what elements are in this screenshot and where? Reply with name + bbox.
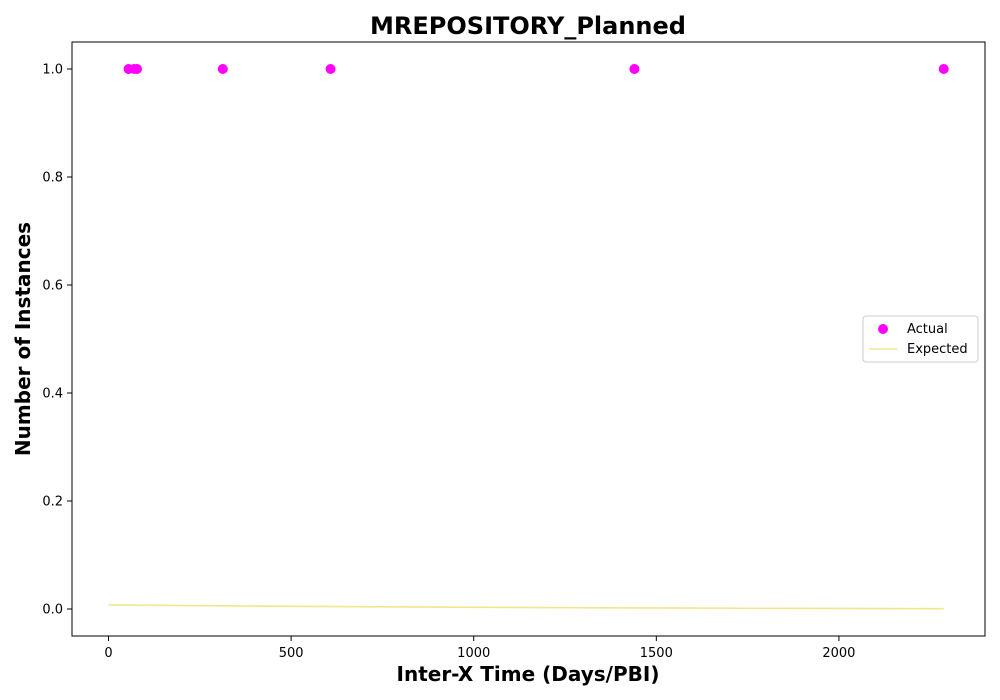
- x-tick-label: 1000: [457, 646, 490, 661]
- legend-actual-label: Actual: [907, 322, 948, 337]
- actual-point: [629, 64, 640, 74]
- actual-point: [325, 64, 336, 74]
- x-axis-ticks: 0 500 1000 1500 2000: [104, 636, 855, 661]
- y-tick-label: 0.8: [42, 171, 63, 186]
- chart-title: MREPOSITORY_Planned: [370, 12, 686, 40]
- y-tick-label: 0.6: [42, 279, 63, 294]
- y-tick-label: 0.0: [42, 603, 63, 618]
- actual-point: [132, 64, 143, 74]
- x-tick-label: 0: [104, 646, 112, 661]
- legend-expected-label: Expected: [907, 342, 968, 357]
- x-tick-label: 1500: [640, 646, 673, 661]
- y-tick-label: 0.2: [42, 495, 63, 510]
- y-tick-label: 1.0: [42, 63, 63, 78]
- legend-box: [862, 315, 979, 363]
- actual-point: [217, 64, 228, 74]
- series-layer: [108, 64, 949, 610]
- legend: Actual Expected: [862, 315, 979, 363]
- expected-line: [108, 604, 944, 610]
- actual-point: [938, 64, 949, 74]
- legend-actual-marker: [878, 324, 888, 334]
- y-axis-label: Number of Instances: [11, 222, 35, 456]
- y-axis-ticks: 0.0 0.2 0.4 0.6 0.8 1.0: [42, 63, 72, 618]
- x-tick-label: 500: [279, 646, 304, 661]
- x-tick-label: 2000: [822, 646, 855, 661]
- y-tick-label: 0.4: [42, 387, 63, 402]
- x-axis-label: Inter-X Time (Days/PBI): [397, 662, 660, 686]
- plot-area: [71, 41, 986, 637]
